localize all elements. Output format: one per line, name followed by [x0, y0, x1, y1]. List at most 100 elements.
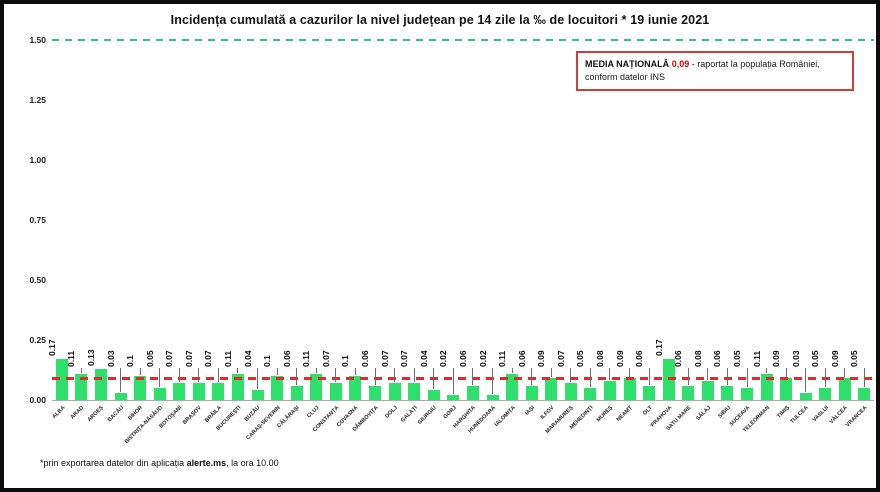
footnote: *prin exportarea datelor din aplicația a…	[40, 458, 279, 468]
bar-value-label: 0.06	[281, 350, 292, 367]
bar-value-label: 0.07	[399, 350, 410, 367]
bar	[741, 388, 754, 400]
national-average-dashed-line	[52, 376, 874, 380]
leader-line	[433, 368, 435, 390]
bar-value-label: 0.11	[222, 350, 233, 367]
bar-value-label: 0.06	[516, 350, 527, 367]
leader-line	[550, 368, 552, 378]
bar-slot: 0.09 NEAMȚ	[615, 40, 640, 423]
bar-value-label: 0.06	[457, 350, 468, 367]
bar-slot: 0.07 BOTOȘANI	[159, 40, 189, 430]
bar	[799, 392, 812, 400]
leader-line	[746, 368, 748, 387]
bar-value-label: 0.04	[418, 350, 429, 367]
county-label: TULCEA	[789, 405, 811, 426]
bar	[721, 385, 734, 400]
bar-slot: 0.17 ALBA	[47, 40, 72, 420]
leader-line	[296, 368, 298, 385]
bar	[329, 383, 342, 400]
bar-value-label: 0.07	[164, 350, 175, 367]
bar	[545, 378, 558, 400]
bar-slot: 0.11 TELEORMAN	[742, 40, 777, 434]
footnote-prefix: *prin exportarea datelor din aplicația	[40, 458, 187, 468]
bar-value-label: 0.09	[771, 350, 782, 367]
leader-line	[805, 368, 807, 392]
y-tick-label: 0.00	[29, 395, 46, 405]
annotation-value: 0,09	[671, 59, 690, 69]
bar-value-label: 0.07	[555, 350, 566, 367]
leader-line	[354, 368, 356, 375]
bar-value-label: 0.1	[340, 355, 351, 367]
county-label: GIURGIU	[417, 405, 439, 426]
leader-line	[394, 368, 396, 383]
bar-slot: 0.17 PRAHOVA	[650, 40, 679, 428]
leader-line	[139, 368, 141, 375]
bar	[271, 376, 284, 400]
county-label: BIHOR	[127, 405, 145, 422]
chart-title: Incidența cumulată a cazurilor la nivel …	[170, 13, 710, 27]
bar-slot: 0.1 CARAȘ-SEVERIN	[245, 40, 287, 441]
bar	[75, 373, 88, 400]
leader-line	[237, 368, 239, 373]
bar	[623, 378, 636, 400]
bar-value-label: 0.11	[301, 350, 312, 367]
bar-value-label: 0.04	[242, 350, 253, 367]
bar-slot: 0.05 SUCEAVA	[729, 40, 757, 428]
bar-value-label: 0.05	[810, 350, 821, 367]
bar-slot: 0.04 BUZĂU	[243, 40, 268, 423]
leader-line	[120, 368, 122, 392]
county-label: MUREȘ	[595, 405, 615, 424]
bar-slot: 0.11 ARAD	[66, 40, 92, 420]
bar-value-label: 0.11	[751, 350, 762, 367]
county-label: NEAMȚ	[615, 405, 634, 424]
bar	[153, 388, 166, 400]
bar-slot: 0.11 BUCUREȘTI	[215, 40, 248, 432]
bar	[173, 383, 186, 400]
bar	[251, 390, 264, 400]
leader-line	[844, 368, 846, 378]
county-label: VASLUI	[811, 405, 830, 424]
county-label: GALAȚI	[399, 405, 419, 424]
leader-line	[687, 368, 689, 385]
upper-reference-dashed-line	[52, 39, 874, 41]
bar	[603, 380, 616, 400]
county-label: IAȘI	[524, 405, 536, 417]
bar-value-label: 0.05	[144, 350, 155, 367]
county-label: GORJ	[442, 405, 458, 421]
bar	[838, 378, 851, 400]
bar-value-label: 0.17	[46, 339, 57, 357]
bar-slot: 0.05 MEHEDINȚI	[569, 40, 601, 431]
bar-value-label: 0.07	[203, 350, 214, 367]
y-tick-label: 0.75	[29, 215, 46, 225]
bar-value-label: 0.07	[183, 350, 194, 367]
county-label: BUZĂU	[243, 405, 262, 423]
county-label: CLUJ	[306, 405, 321, 420]
bar-value-label: 0.05	[732, 350, 743, 367]
leader-line	[374, 368, 376, 385]
annotation-label: MEDIA NAȚIONALĂ	[585, 59, 670, 69]
bar-slot: 0.09 VÂLCEA	[829, 40, 855, 425]
bar-slot: 0.08 SĂLAJ	[693, 40, 718, 422]
bar-slot: 0.06 OLT	[634, 40, 659, 417]
bar-slot: 0.05 BISTRIȚA-NĂSĂUD	[124, 40, 170, 445]
leader-line	[766, 368, 768, 373]
bar	[643, 385, 656, 400]
bar-value-label: 0.02	[477, 350, 488, 367]
bar-slot: 0.07 BRAȘOV	[182, 40, 209, 426]
bar-value-label: 0.06	[712, 350, 723, 367]
bar-slot: 0.1 BIHOR	[125, 40, 150, 422]
bar-value-label: 0.08	[692, 350, 703, 367]
bar	[427, 390, 440, 400]
bar-slot: 0.07 DOLJ	[380, 40, 405, 420]
bar-slot: 0.07 MARAMUREȘ	[545, 40, 581, 435]
leader-line	[531, 368, 533, 385]
bar-value-label: 0.1	[125, 355, 136, 367]
bar	[388, 383, 401, 400]
bar-slot: 0.07 CONSTANȚA	[312, 40, 346, 433]
leader-line	[492, 368, 493, 395]
leader-line	[413, 368, 415, 383]
bar-value-label: 0.11	[66, 350, 77, 367]
leader-line	[257, 368, 259, 390]
bar-slot: 0.13 ARGEȘ	[86, 40, 111, 423]
bar-slot: 0.03 BACĂU	[106, 40, 131, 423]
